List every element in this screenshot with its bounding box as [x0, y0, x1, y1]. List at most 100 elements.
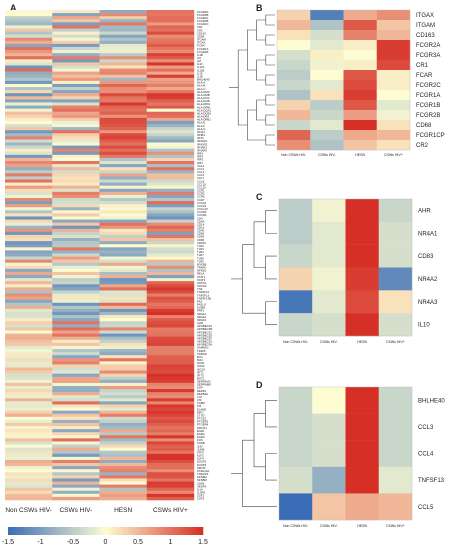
row-label: IL12B: [197, 68, 204, 72]
heatmap-cell: [5, 127, 53, 131]
heatmap-cell: [99, 167, 147, 171]
heatmap-cell: [146, 324, 195, 328]
heatmap-cell: [146, 62, 195, 66]
heatmap-cell: [146, 333, 195, 337]
heatmap-cell: [52, 10, 100, 14]
heatmap-cell: [5, 352, 53, 356]
heatmap-cell: [52, 244, 100, 248]
heatmap-cell: [5, 410, 53, 415]
heatmap-cell: [99, 410, 147, 415]
heatmap-cell: [5, 290, 53, 294]
heatmap-cell: [5, 222, 53, 227]
heatmap-cell: [310, 70, 344, 81]
heatmap-cell: [5, 262, 53, 267]
heatmap-cell: [146, 244, 195, 248]
heatmap-cell: [99, 358, 147, 362]
row-label: NFKBIZ: [197, 478, 207, 482]
heatmap-cell: [5, 188, 53, 193]
heatmap-cell: [52, 463, 100, 467]
heatmap-cell: [146, 136, 195, 140]
heatmap-cell: [5, 250, 53, 254]
heatmap-cell: [5, 407, 53, 411]
heatmap-cell: [52, 213, 100, 217]
heatmap-cell: [378, 466, 413, 494]
heatmap-cell: [146, 456, 195, 461]
heatmap-cell: [52, 373, 100, 378]
heatmap-cell: [277, 70, 311, 81]
heatmap-cell: [5, 231, 53, 236]
heatmap-cell: [99, 201, 147, 205]
row-label: ZFP36: [197, 466, 206, 470]
column-label: CSWs HIV+: [386, 524, 405, 528]
row-label: JUNB: [197, 447, 204, 451]
heatmap-cell: [146, 352, 195, 356]
heatmap-cell: [99, 426, 147, 430]
heatmap-cell: [99, 111, 147, 116]
row-label: FCGR1A: [197, 47, 208, 51]
heatmap-cell: [5, 207, 53, 211]
heatmap-cell: [99, 330, 147, 334]
heatmap-cell: [99, 385, 147, 390]
heatmap-cell: [99, 373, 147, 378]
heatmap-cell: [5, 219, 53, 223]
heatmap-cell: [5, 77, 53, 82]
heatmap-cell: [52, 426, 100, 430]
heatmap-cell: [99, 185, 147, 190]
colorbar-segment: [112, 527, 116, 535]
heatmap-cell: [5, 31, 53, 35]
heatmap-cell: [146, 484, 195, 488]
heatmap-cell: [146, 284, 195, 288]
heatmap-cell: [146, 188, 195, 193]
heatmap-cell: [5, 247, 53, 251]
heatmap-cell: [146, 194, 195, 199]
heatmap-cell: [52, 250, 100, 254]
heatmap-cell: [146, 83, 195, 88]
heatmap-cell: [99, 290, 147, 294]
heatmap-cell: [5, 348, 53, 353]
row-label: IL8: [197, 59, 201, 63]
heatmap-cell: [376, 100, 411, 111]
row-label: IL10: [418, 323, 430, 329]
row-label: PTGS2: [197, 417, 207, 421]
dendrogram-branch: [253, 413, 266, 468]
row-label: CD69: [197, 481, 205, 485]
heatmap-cell: [5, 87, 53, 91]
heatmap-cell: [52, 68, 100, 72]
heatmap-cell: [146, 401, 195, 405]
heatmap-cell: [146, 253, 195, 257]
heatmap-cell: [5, 287, 53, 291]
heatmap-cell: [99, 429, 147, 433]
row-label: CCL5: [418, 505, 434, 511]
heatmap-cell: [99, 90, 147, 94]
heatmap-cell: [378, 199, 413, 223]
heatmap-border: [278, 198, 413, 337]
colorbar-segment: [173, 527, 178, 535]
heatmap-cell: [310, 20, 344, 31]
heatmap-cell: [99, 139, 147, 143]
heatmap-cell: [52, 324, 100, 328]
heatmap-cell: [52, 241, 100, 245]
heatmap-cell: [99, 401, 147, 405]
row-label: APOBEC3G: [197, 340, 212, 344]
colorbar-segment: [105, 527, 110, 535]
row-label: SOCS3: [197, 284, 207, 288]
row-dendrogram: [231, 210, 277, 325]
heatmap-cell: [52, 120, 100, 125]
heatmap-cell: [277, 20, 311, 31]
row-label: CD16: [197, 225, 205, 229]
heatmap-cell: [5, 50, 53, 54]
heatmap-cell: [52, 262, 100, 267]
heatmap-cell: [99, 28, 147, 32]
heatmap-cell: [146, 142, 195, 146]
heatmap-cell: [52, 83, 100, 88]
heatmap-cell: [146, 389, 195, 393]
heatmap-cell: [99, 392, 147, 396]
heatmap-cell: [146, 265, 195, 270]
heatmap-cell: [279, 413, 313, 441]
colorbar-segment: [199, 527, 204, 535]
dendrogram-branch: [265, 94, 275, 106]
heatmap-cell: [99, 161, 147, 165]
heatmap-cell: [5, 40, 53, 45]
heatmap-cell: [99, 93, 147, 97]
heatmap-cell: [52, 271, 100, 276]
